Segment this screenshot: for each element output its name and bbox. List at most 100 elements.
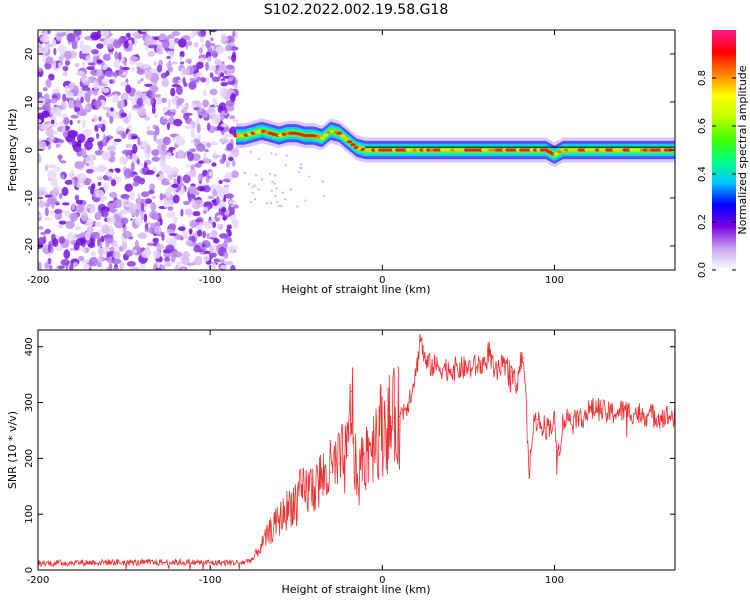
x-tick-label: 100: [545, 275, 564, 286]
heatmap-cell: [101, 224, 110, 234]
snr-point: [398, 415, 401, 418]
snr-point: [252, 558, 254, 560]
heatmap-cell: [209, 72, 214, 79]
heatmap-cell: [130, 161, 135, 172]
heatmap-cell: [92, 114, 99, 123]
heatmap-cell: [167, 201, 172, 206]
heatmap-cell: [219, 87, 228, 97]
heatmap-cell: [152, 213, 159, 220]
heatmap-cell: [166, 122, 170, 130]
heatmap-cell: [181, 267, 186, 270]
heatmap-cell: [232, 147, 240, 158]
heatmap-cell: [135, 91, 144, 96]
heatmap-cell: [136, 68, 146, 75]
heatmap-cell: [209, 245, 214, 254]
heatmap-cell: [162, 136, 171, 146]
heatmap-cell: [166, 55, 171, 60]
heatmap-cell: [232, 30, 236, 38]
heatmap-cell: [128, 96, 134, 101]
heatmap-cell: [126, 154, 131, 160]
snr-point: [485, 362, 487, 365]
heatmap-cell: [82, 118, 86, 129]
heatmap-cell: [181, 256, 190, 266]
snr-point: [553, 421, 556, 423]
heatmap-cell: [38, 97, 46, 106]
snr-point: [526, 418, 528, 420]
heatmap-cell: [40, 231, 47, 236]
heatmap-cell: [223, 96, 231, 101]
heatmap-cell: [98, 141, 104, 151]
heatmap-cell: [75, 70, 85, 77]
heatmap-cell: [225, 193, 234, 200]
heatmap-cell: [89, 203, 96, 214]
snr-point: [295, 496, 297, 498]
track-peak: [546, 150, 553, 154]
heatmap-cell: [284, 198, 287, 201]
heatmap-cell: [61, 202, 70, 206]
heatmap-cell: [54, 211, 63, 221]
snr-point: [278, 519, 280, 521]
heatmap-cell: [202, 206, 208, 211]
heatmap-cell: [61, 31, 67, 37]
snr-point: [338, 463, 340, 465]
heatmap-cell: [163, 253, 172, 258]
heatmap-cell: [85, 169, 94, 174]
heatmap-cell: [171, 183, 179, 188]
heatmap-cell: [120, 99, 125, 109]
heatmap-cell: [84, 104, 90, 110]
heatmap-cell: [228, 76, 233, 82]
heatmap-cell: [220, 123, 228, 128]
heatmap-cell: [180, 236, 184, 241]
heatmap-cell: [90, 31, 100, 41]
heatmap-cell: [76, 110, 87, 116]
heatmap-cell: [125, 32, 131, 39]
heatmap-cell: [93, 80, 99, 91]
heatmap-cell: [66, 232, 75, 242]
heatmap-cell: [166, 152, 172, 160]
heatmap-cell: [113, 59, 121, 68]
y-tick-label: 400: [24, 337, 35, 356]
heatmap-cell: [132, 143, 138, 154]
heatmap-cell: [205, 40, 211, 49]
heatmap-cell: [156, 64, 163, 73]
track-peak: [339, 134, 346, 138]
heatmap-cell: [204, 148, 210, 153]
snr-point: [502, 365, 504, 367]
heatmap-cell: [226, 224, 232, 230]
heatmap-cell: [132, 98, 136, 106]
heatmap-cell: [193, 42, 199, 48]
y-tick-label: -20: [24, 238, 35, 254]
heatmap-cell: [88, 178, 92, 184]
heatmap-cell: [200, 77, 207, 83]
heatmap-cell: [38, 226, 44, 230]
heatmap-cell: [120, 217, 129, 225]
heatmap-cell: [243, 171, 246, 175]
heatmap-cell: [211, 230, 217, 238]
heatmap-cell: [228, 156, 234, 162]
snr-series-line: [38, 333, 675, 570]
heatmap-cell: [96, 69, 103, 77]
heatmap-cell: [156, 138, 165, 145]
heatmap-cell: [96, 176, 103, 180]
heatmap-cell: [74, 62, 80, 68]
snr-point: [450, 368, 452, 370]
heatmap-cell: [197, 133, 201, 141]
snr-axes: -200 -100 0 100 0 100 200 300 400: [24, 330, 675, 586]
heatmap-cell: [165, 244, 175, 253]
heatmap-cell: [208, 65, 217, 72]
heatmap-cell: [115, 111, 120, 115]
snr-frame: [37, 329, 676, 571]
heatmap-cell: [75, 98, 81, 108]
heatmap-cell: [49, 98, 58, 104]
heatmap-cell: [110, 206, 116, 214]
heatmap-cell: [215, 45, 225, 55]
snr-point: [493, 374, 495, 376]
y-tick-label: 20: [24, 48, 35, 61]
heatmap-cell: [214, 58, 222, 66]
heatmap-cell: [119, 199, 129, 203]
heatmap-cell: [152, 249, 161, 259]
heatmap-cell: [104, 70, 115, 78]
snr-point: [364, 452, 366, 454]
snr-xlabel: Height of straight line (km): [281, 583, 430, 596]
